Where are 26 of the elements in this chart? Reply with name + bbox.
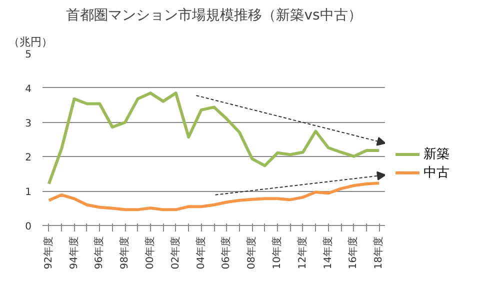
x-tick-label: 16年度 (347, 236, 360, 270)
x-tick-label: 08年度 (246, 236, 258, 270)
line-series (47, 182, 381, 212)
x-tick-label: 98年度 (118, 236, 131, 270)
x-tick-label: 06年度 (220, 236, 232, 270)
line-series (47, 92, 381, 186)
x-tick-label: 14年度 (322, 236, 334, 270)
x-tick-label: 96年度 (93, 236, 106, 270)
y-axis-title: （兆円） (8, 36, 52, 48)
x-tick-label: 94年度 (68, 236, 80, 270)
x-tick-label: 04年度 (194, 236, 207, 270)
y-tick-label: 4 (25, 84, 32, 95)
y-tick-label: 2 (25, 152, 32, 164)
legend-label: 中古 (424, 165, 450, 180)
x-tick-label: 18年度 (372, 236, 385, 270)
x-tick-label: 12年度 (296, 236, 308, 270)
x-tick-label: 10年度 (271, 236, 284, 270)
y-tick-label: 5 (25, 50, 32, 60)
y-tick-label: 0 (25, 222, 32, 232)
x-tick-label: 92年度 (42, 236, 54, 270)
legend-label: 新築 (424, 146, 450, 162)
x-tick-label: 02年度 (169, 236, 182, 270)
chart-title: 首都圏マンション市場規模推移（新築vs中古） (66, 8, 362, 24)
x-tick-label: 00年度 (144, 236, 156, 270)
y-tick-label: 1 (25, 187, 32, 198)
y-tick-label: 3 (25, 118, 32, 130)
